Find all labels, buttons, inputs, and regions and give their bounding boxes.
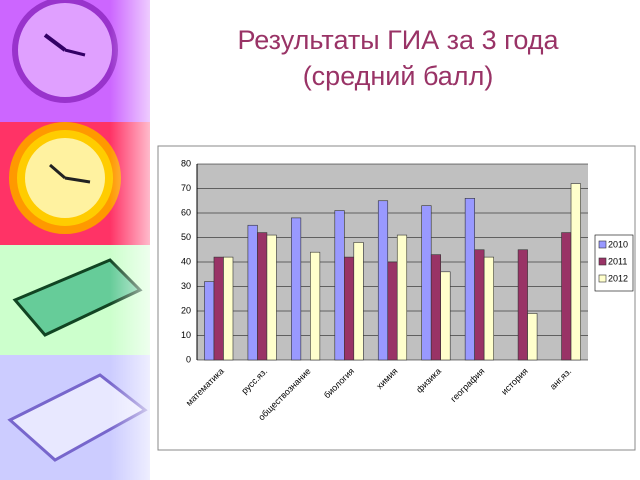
bar [396, 234, 408, 361]
bar [247, 224, 258, 361]
legend-swatch [598, 257, 607, 266]
y-tick-label: 30 [181, 281, 191, 291]
y-tick-label: 70 [181, 183, 191, 193]
bar [291, 217, 302, 361]
bar [353, 242, 364, 361]
legend-swatch [598, 274, 607, 283]
bar [561, 232, 572, 361]
bar [464, 198, 475, 361]
bar [310, 251, 321, 361]
bar [204, 281, 215, 361]
bar [334, 210, 345, 361]
y-tick-label: 80 [181, 158, 191, 168]
decoration [0, 0, 170, 480]
y-tick-label: 50 [181, 232, 191, 242]
bar [223, 256, 234, 361]
bar [257, 232, 268, 361]
y-tick-label: 10 [181, 330, 191, 340]
legend-label: 2011 [608, 256, 627, 266]
bar [527, 313, 538, 361]
chart-subtitle: (средний балл) [303, 61, 494, 91]
bar [570, 183, 581, 361]
y-tick-label: 60 [181, 207, 191, 217]
bar [517, 249, 528, 361]
bar [421, 205, 432, 361]
y-tick-label: 20 [181, 305, 191, 315]
bar [483, 256, 494, 361]
y-tick-label: 0 [186, 354, 191, 364]
bar [440, 271, 451, 361]
bar [213, 256, 224, 361]
y-tick-label: 40 [181, 256, 191, 266]
bar [387, 261, 398, 361]
legend-label: 2010 [608, 239, 628, 249]
bar [266, 234, 277, 361]
legend-swatch [598, 240, 607, 249]
legend-label: 2012 [608, 273, 628, 283]
bar [377, 200, 389, 361]
bar [430, 254, 441, 361]
bar [344, 256, 355, 361]
chart-title: Результаты ГИА за 3 года [237, 25, 559, 55]
bar [474, 249, 485, 361]
